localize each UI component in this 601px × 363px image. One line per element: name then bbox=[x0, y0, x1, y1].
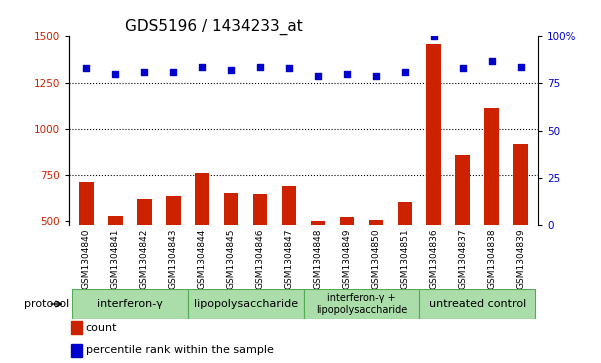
Bar bbox=[195, 173, 210, 314]
Point bbox=[284, 65, 294, 71]
Text: GSM1304847: GSM1304847 bbox=[284, 228, 293, 289]
Point bbox=[255, 64, 265, 69]
Text: GSM1304845: GSM1304845 bbox=[227, 228, 236, 289]
Point bbox=[342, 71, 352, 77]
Text: GDS5196 / 1434233_at: GDS5196 / 1434233_at bbox=[126, 19, 303, 35]
Point bbox=[429, 33, 439, 39]
Point bbox=[516, 64, 525, 69]
Bar bbox=[484, 109, 499, 314]
Bar bbox=[72, 344, 82, 357]
Bar bbox=[224, 193, 239, 314]
Bar bbox=[72, 321, 82, 334]
Text: lipopolysaccharide: lipopolysaccharide bbox=[194, 299, 297, 309]
Point bbox=[197, 64, 207, 69]
Text: GSM1304837: GSM1304837 bbox=[458, 228, 467, 289]
Text: GSM1304849: GSM1304849 bbox=[343, 228, 352, 289]
Point bbox=[487, 58, 496, 64]
Point bbox=[313, 73, 323, 79]
Bar bbox=[188, 289, 304, 319]
Bar bbox=[427, 44, 441, 314]
Text: GSM1304842: GSM1304842 bbox=[140, 228, 149, 289]
Bar bbox=[397, 202, 412, 314]
Bar bbox=[72, 289, 188, 319]
Point bbox=[371, 73, 380, 79]
Bar bbox=[108, 216, 123, 314]
Text: GSM1304848: GSM1304848 bbox=[314, 228, 323, 289]
Text: interferon-γ +
lipopolysaccharide: interferon-γ + lipopolysaccharide bbox=[316, 293, 407, 315]
Point bbox=[168, 69, 178, 75]
Point bbox=[227, 68, 236, 73]
Text: protocol: protocol bbox=[24, 299, 70, 309]
Point bbox=[111, 71, 120, 77]
Bar bbox=[340, 217, 354, 314]
Bar bbox=[456, 155, 470, 314]
Bar bbox=[311, 221, 325, 314]
Text: GSM1304841: GSM1304841 bbox=[111, 228, 120, 289]
Bar bbox=[368, 220, 383, 314]
Bar bbox=[282, 186, 296, 314]
Bar bbox=[137, 199, 151, 314]
Bar bbox=[166, 196, 180, 314]
Text: GSM1304844: GSM1304844 bbox=[198, 228, 207, 289]
Text: GSM1304846: GSM1304846 bbox=[255, 228, 264, 289]
Text: count: count bbox=[85, 323, 117, 333]
Text: GSM1304839: GSM1304839 bbox=[516, 228, 525, 289]
Bar bbox=[253, 193, 267, 314]
Text: GSM1304850: GSM1304850 bbox=[371, 228, 380, 289]
Bar bbox=[79, 183, 94, 314]
Point bbox=[458, 65, 468, 71]
Point bbox=[139, 69, 149, 75]
Text: interferon-γ: interferon-γ bbox=[97, 299, 163, 309]
Text: GSM1304843: GSM1304843 bbox=[169, 228, 178, 289]
Text: GSM1304851: GSM1304851 bbox=[400, 228, 409, 289]
Bar bbox=[513, 144, 528, 314]
Text: untreated control: untreated control bbox=[429, 299, 526, 309]
Point bbox=[82, 65, 91, 71]
Text: GSM1304838: GSM1304838 bbox=[487, 228, 496, 289]
Point bbox=[400, 69, 410, 75]
Text: GSM1304836: GSM1304836 bbox=[429, 228, 438, 289]
Bar bbox=[419, 289, 535, 319]
Text: GSM1304840: GSM1304840 bbox=[82, 228, 91, 289]
Text: percentile rank within the sample: percentile rank within the sample bbox=[85, 346, 273, 355]
Bar bbox=[304, 289, 419, 319]
